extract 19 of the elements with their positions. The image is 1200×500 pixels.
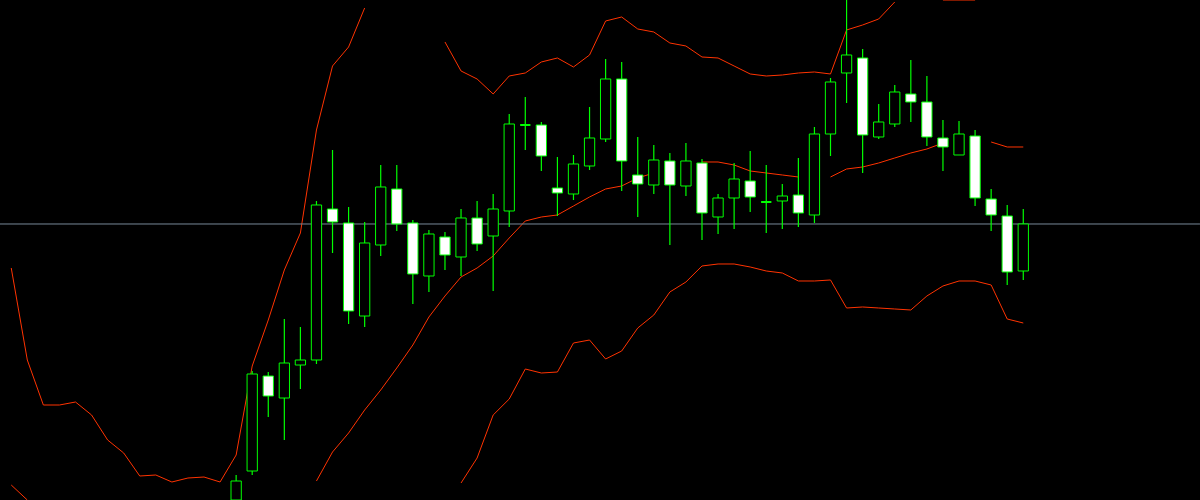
- candlestick: [712, 193, 724, 235]
- candlestick: [664, 152, 676, 246]
- candlestick: [985, 188, 997, 232]
- candlestick: [792, 157, 805, 228]
- candlestick: [632, 136, 644, 218]
- candlestick: [905, 59, 917, 123]
- candlestick: [937, 119, 949, 172]
- candlestick: [326, 149, 339, 254]
- candlestick: [953, 120, 965, 156]
- candlestick: [439, 231, 451, 271]
- candlestick: [728, 162, 740, 230]
- candlestick: [776, 183, 788, 230]
- candlestick: [519, 96, 532, 151]
- candlestick: [294, 326, 307, 390]
- candlestick: [744, 150, 756, 213]
- candlestick: [873, 103, 885, 140]
- candlestick: [760, 164, 773, 234]
- candlestick: [262, 371, 274, 418]
- candlestick: [551, 156, 564, 217]
